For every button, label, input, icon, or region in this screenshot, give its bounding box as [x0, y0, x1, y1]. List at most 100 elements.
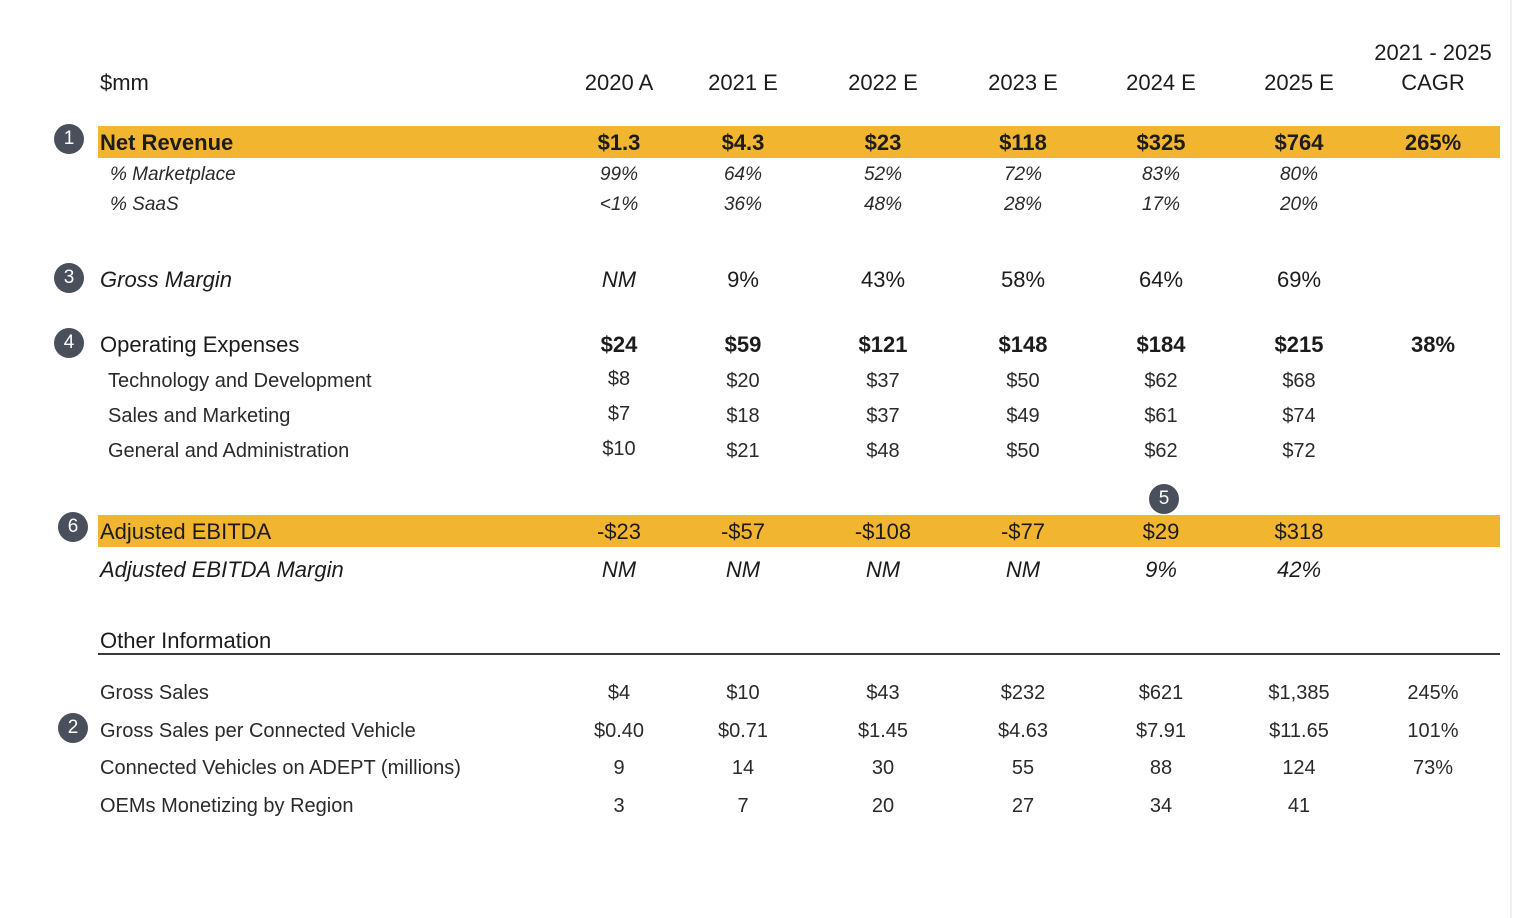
- saas-pct-2024: 17%: [1141, 194, 1181, 215]
- section-divider: [98, 653, 1500, 655]
- tech-dev-2020: $8: [607, 368, 631, 390]
- marketplace-pct-2020: 99%: [599, 164, 639, 185]
- connected-vehicles-2021: 14: [731, 757, 755, 779]
- adj-ebitda-2024: $29: [1142, 519, 1180, 544]
- sales-marketing-2025: $74: [1282, 405, 1316, 427]
- marketplace-pct-2022: 52%: [863, 164, 903, 185]
- badge-6: 6: [58, 512, 88, 542]
- marketplace-pct-2024: 83%: [1141, 164, 1181, 185]
- connected-vehicles-2025: 124: [1282, 757, 1316, 779]
- gross-sales-per-vehicle-2021: $0.71: [717, 720, 769, 742]
- connected-vehicles-2022: 30: [871, 757, 895, 779]
- column-header-2020: 2020 A: [584, 70, 654, 95]
- column-header-2024: 2024 E: [1126, 70, 1196, 95]
- gross-margin-2020: NM: [601, 267, 637, 292]
- saas-pct-2020: <1%: [599, 194, 639, 215]
- oems-monetizing-2024: 34: [1149, 795, 1173, 817]
- adj-ebitda-margin-2024: 9%: [1145, 557, 1177, 582]
- net-revenue-2021: $4.3: [721, 130, 765, 155]
- saas-pct-label: % SaaS: [110, 194, 179, 215]
- tech-dev-2024: $62: [1144, 370, 1178, 392]
- oems-monetizing-2022: 20: [871, 795, 895, 817]
- gross-sales-per-vehicle-2020: $0.40: [593, 720, 645, 742]
- page-edge: [1510, 0, 1512, 918]
- tech-dev-2021: $20: [726, 370, 760, 392]
- cagr-header-years: 2021 - 2025: [1374, 40, 1492, 65]
- gross-sales-2025: $1,385: [1268, 682, 1330, 704]
- sales-marketing-2020: $7: [607, 403, 631, 425]
- column-header-2023: 2023 E: [988, 70, 1058, 95]
- gen-admin-2022: $48: [866, 440, 900, 462]
- connected-vehicles-label: Connected Vehicles on ADEPT (millions): [100, 757, 461, 779]
- other-info-heading: Other Information: [100, 628, 272, 653]
- gross-sales-per-vehicle-2025: $11.65: [1269, 720, 1329, 742]
- gross-sales-2021: $10: [726, 682, 760, 704]
- gen-admin-2024: $62: [1144, 440, 1178, 462]
- adj-ebitda-highlight: [98, 515, 1500, 547]
- adj-ebitda-margin-2022: NM: [865, 557, 901, 582]
- saas-pct-2021: 36%: [723, 194, 763, 215]
- sales-marketing-2023: $49: [1006, 405, 1040, 427]
- opex-2024: $184: [1136, 332, 1186, 357]
- adj-ebitda-2022: -$108: [854, 519, 912, 544]
- adj-ebitda-2023: -$77: [1000, 519, 1046, 544]
- oems-monetizing-2023: 27: [1011, 795, 1035, 817]
- gen-admin-2020: $10: [602, 438, 636, 460]
- opex-2023: $148: [998, 332, 1048, 357]
- tech-dev-label: Technology and Development: [108, 370, 372, 392]
- oems-monetizing-2021: 7: [737, 795, 749, 817]
- adj-ebitda-margin-2025: 42%: [1276, 557, 1322, 582]
- cagr-header-label: CAGR: [1401, 70, 1465, 95]
- adj-ebitda-2021: -$57: [720, 519, 766, 544]
- oems-monetizing-2020: 3: [613, 795, 625, 817]
- sales-marketing-2024: $61: [1144, 405, 1178, 427]
- net-revenue-2023: $118: [999, 130, 1047, 155]
- tech-dev-2022: $37: [866, 370, 900, 392]
- gross-margin-2022: 43%: [860, 267, 906, 292]
- oems-monetizing-2025: 41: [1287, 795, 1311, 817]
- gross-sales-per-vehicle-2022: $1.45: [857, 720, 909, 742]
- marketplace-pct-2021: 64%: [723, 164, 763, 185]
- gross-sales-per-vehicle-2024: $7.91: [1135, 720, 1187, 742]
- sales-marketing-2022: $37: [866, 405, 900, 427]
- tech-dev-2023: $50: [1006, 370, 1040, 392]
- gross-sales-2022: $43: [866, 682, 900, 704]
- adj-ebitda-margin-label: Adjusted EBITDA Margin: [100, 557, 344, 582]
- gross-margin-2025: 69%: [1276, 267, 1322, 292]
- gross-margin-2021: 9%: [727, 267, 759, 292]
- gross-margin-label: Gross Margin: [100, 267, 233, 292]
- sales-marketing-2021: $18: [726, 405, 760, 427]
- column-header-2022: 2022 E: [848, 70, 918, 95]
- net-revenue-2024: $325: [1136, 130, 1186, 155]
- saas-pct-2025: 20%: [1279, 194, 1319, 215]
- gross-sales-per-vehicle-cagr: 101%: [1407, 720, 1459, 742]
- gross-margin-2024: 64%: [1138, 267, 1184, 292]
- badge-3: 3: [54, 263, 84, 293]
- marketplace-pct-label: % Marketplace: [110, 164, 236, 185]
- column-header-2025: 2025 E: [1264, 70, 1334, 95]
- adj-ebitda-margin-2020: NM: [601, 557, 637, 582]
- tech-dev-2025: $68: [1282, 370, 1316, 392]
- adj-ebitda-label: Adjusted EBITDA: [100, 519, 272, 544]
- gross-sales-2024: $621: [1138, 682, 1184, 704]
- net-revenue-cagr: 265%: [1404, 130, 1462, 155]
- gross-sales-label: Gross Sales: [100, 682, 209, 704]
- connected-vehicles-2024: 88: [1149, 757, 1173, 779]
- gross-margin-2023: 58%: [1000, 267, 1046, 292]
- connected-vehicles-2023: 55: [1011, 757, 1035, 779]
- operating-expenses-label: Operating Expenses: [100, 332, 300, 357]
- opex-2025: $215: [1274, 332, 1324, 357]
- connected-vehicles-2020: 9: [613, 757, 625, 779]
- gross-sales-2020: $4: [607, 682, 631, 704]
- marketplace-pct-2023: 72%: [1003, 164, 1043, 185]
- net-revenue-highlight: [98, 126, 1500, 158]
- saas-pct-2023: 28%: [1003, 194, 1043, 215]
- oems-monetizing-label: OEMs Monetizing by Region: [100, 795, 354, 817]
- gross-sales-cagr: 245%: [1407, 682, 1459, 704]
- opex-cagr: 38%: [1410, 332, 1456, 357]
- opex-2022: $121: [858, 332, 908, 357]
- badge-1: 1: [54, 124, 84, 154]
- net-revenue-2020: $1.3: [597, 130, 641, 155]
- adj-ebitda-margin-2023: NM: [1005, 557, 1041, 582]
- gross-sales-per-vehicle-2023: $4.63: [997, 720, 1049, 742]
